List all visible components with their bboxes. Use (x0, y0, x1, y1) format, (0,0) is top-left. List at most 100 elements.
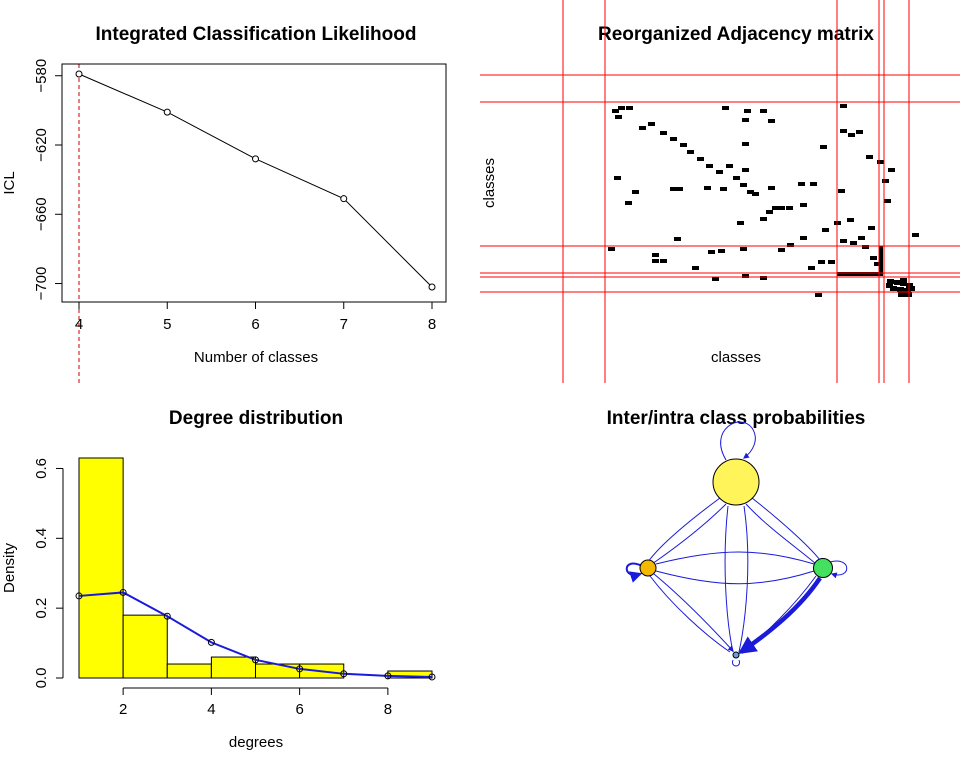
edge-top-left-b (651, 503, 727, 565)
adjacency-cell (886, 283, 893, 288)
network-title: Inter/intra class probabilities (607, 408, 866, 429)
adjacency-cell (897, 287, 904, 292)
adjacency-cells (608, 104, 919, 297)
edge-left-bottom-a (649, 575, 731, 653)
adjacency-cell (716, 170, 723, 174)
adjacency-cell (847, 218, 854, 222)
adjacency-cell (868, 226, 875, 230)
adjacency-cell (760, 276, 767, 280)
adjacency-cell (898, 292, 905, 297)
icl-panel: Integrated Classification Likelihood 4 5 6… (1, 24, 447, 383)
adjacency-cell (840, 104, 847, 108)
degree-ytick-label: 0.0 (33, 668, 50, 689)
adjacency-cell (742, 274, 749, 278)
degree-panel: Degree distribution 2 4 6 8 0.0 0.2 0.4 0.6 deg… (1, 408, 436, 751)
adjacency-cell (670, 137, 677, 141)
edge-right-bottom-thin (741, 575, 817, 653)
degree-fit-point (384, 672, 392, 680)
edge-top-bottom-a (724, 505, 734, 653)
adjacency-cell (768, 186, 775, 190)
degree-bar (210, 656, 256, 679)
degree-fit-point (207, 638, 215, 646)
adjacency-cell (718, 249, 725, 253)
degree-plot-area: 2 4 6 8 0.0 0.2 0.4 0.6 (33, 457, 436, 718)
degree-title: Degree distribution (169, 408, 343, 429)
network-node-right (813, 558, 833, 578)
degree-fit-point (75, 592, 83, 600)
adjacency-cell (840, 129, 847, 133)
network-node-left (639, 559, 657, 577)
degree-fit-line (78, 591, 433, 678)
icl-ytick-label: −580 (33, 59, 50, 93)
adjacency-cell (722, 106, 729, 110)
adjacency-cell (652, 253, 659, 257)
edge-left-self (625, 562, 643, 583)
adjacency-cell (798, 182, 805, 186)
adjacency-title: Reorganized Adjacency matrix (598, 24, 874, 45)
adjacency-cell (800, 236, 807, 240)
adjacency-cell (904, 288, 911, 293)
adjacency-cell (674, 237, 681, 241)
adjacency-cell (887, 279, 894, 284)
adjacency-cell (708, 250, 715, 254)
degree-ytick-label: 0.6 (33, 458, 50, 479)
icl-series-line (78, 73, 433, 288)
adjacency-cell (866, 155, 873, 159)
adjacency-cell (879, 246, 883, 276)
degree-fit-point (340, 670, 348, 678)
icl-title: Integrated Classification Likelihood (96, 24, 417, 45)
edge-right-bottom-thick (738, 576, 822, 655)
adjacency-cell (900, 281, 907, 286)
adjacency-cell (697, 157, 704, 161)
adjacency-cell (870, 256, 877, 260)
adjacency-cell (706, 164, 713, 168)
edge-top-left-a (647, 497, 721, 563)
degree-ytick-label: 0.2 (33, 598, 50, 619)
adjacency-cell (692, 266, 699, 270)
network-panel: Inter/intra class probabilities (607, 408, 866, 667)
adjacency-cell (820, 145, 827, 149)
adjacency-cell (810, 182, 817, 186)
adjacency-cell (772, 206, 779, 210)
adjacency-cell (608, 247, 615, 251)
adjacency-cell (856, 130, 863, 134)
edge-left-right-b (655, 570, 815, 585)
adjacency-cell (786, 206, 793, 210)
adjacency-xlabel: classes (711, 349, 761, 366)
degree-bar (255, 663, 301, 679)
icl-point (252, 155, 259, 163)
degree-bar (387, 670, 433, 679)
adjacency-cell (808, 266, 815, 270)
icl-xlabel: Number of classes (194, 349, 318, 366)
adjacency-cell (874, 262, 881, 266)
edge-top-self (720, 421, 756, 461)
icl-point (163, 108, 171, 116)
adjacency-cell (742, 118, 749, 122)
adjacency-cell (858, 236, 865, 240)
adjacency-cell (704, 186, 711, 190)
adjacency-cell (778, 248, 785, 252)
adjacency-cell (652, 259, 659, 263)
edge-bottom-self (732, 659, 740, 667)
adjacency-cell (778, 206, 785, 210)
adjacency-cell (850, 241, 857, 245)
icl-point (428, 283, 436, 291)
adjacency-cell (670, 187, 677, 191)
adjacency-cell (862, 245, 869, 249)
adjacency-cell (828, 260, 835, 264)
edge-top-right-b (745, 503, 817, 565)
adjacency-cell (615, 115, 622, 119)
adjacency-cell (744, 109, 751, 113)
edge-left-right-a (655, 551, 815, 565)
adjacency-cell (908, 286, 915, 291)
adjacency-cell (676, 187, 683, 191)
icl-xtick-label: 7 (340, 316, 348, 333)
network-node-top (712, 458, 760, 506)
adjacency-cell (838, 189, 845, 193)
adjacency-cell (877, 160, 884, 164)
degree-xtick-label: 8 (384, 701, 392, 718)
adjacency-cell (747, 190, 754, 194)
degree-bar (122, 614, 168, 679)
icl-ytick-label: −660 (33, 197, 50, 231)
